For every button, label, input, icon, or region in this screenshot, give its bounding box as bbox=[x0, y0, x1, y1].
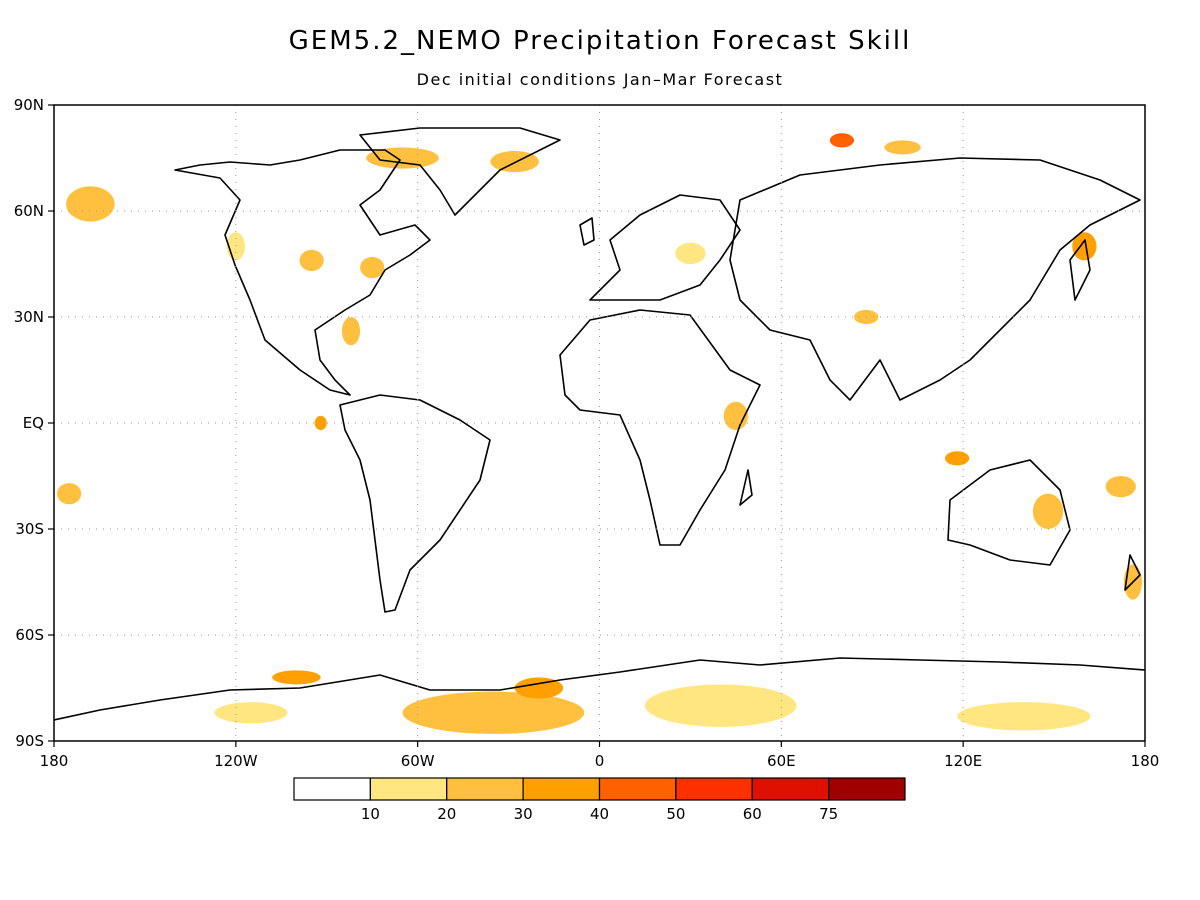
lat-tick-label: 60N bbox=[14, 202, 44, 220]
lon-tick-label: 180 bbox=[1131, 752, 1160, 770]
skill-region-4 bbox=[366, 147, 439, 169]
graticule bbox=[54, 105, 1145, 741]
colorbar-swatch bbox=[293, 777, 371, 801]
latitude-labels: 90N 60N 30N EQ 30S 60S 90S bbox=[14, 96, 54, 750]
skill-region-2 bbox=[299, 249, 324, 272]
map-frame bbox=[53, 104, 1146, 742]
colorbar: 10 20 30 40 50 60 75 bbox=[293, 777, 906, 823]
colorbar-swatch bbox=[675, 777, 753, 801]
lon-tick-label: 180 bbox=[40, 752, 69, 770]
lon-tick-label: 60E bbox=[767, 752, 796, 770]
coastline-japan bbox=[1069, 239, 1091, 301]
colorbar-label: 75 bbox=[819, 805, 838, 823]
lon-tick-label: 0 bbox=[595, 752, 605, 770]
lat-tick-label: 90N bbox=[14, 96, 44, 114]
colorbar-swatch bbox=[446, 777, 524, 801]
skill-region-7 bbox=[884, 140, 921, 155]
skill-region-8 bbox=[1072, 232, 1097, 261]
coastline-greenland bbox=[359, 127, 561, 216]
lat-tick-label: 30N bbox=[14, 308, 44, 326]
skill-region-20 bbox=[514, 677, 564, 699]
skill-region-24 bbox=[214, 702, 288, 724]
coastline-africa bbox=[559, 309, 761, 546]
coastline-madagascar bbox=[739, 469, 753, 506]
skill-shading-layer bbox=[57, 133, 1142, 734]
skill-region-0 bbox=[66, 186, 115, 222]
skill-region-11 bbox=[341, 317, 361, 346]
colorbar-label: 60 bbox=[743, 805, 762, 823]
coastline-asia bbox=[729, 157, 1141, 401]
skill-region-23 bbox=[272, 670, 321, 685]
coastline-uk bbox=[579, 217, 595, 246]
skill-region-18 bbox=[944, 451, 970, 466]
skill-region-13 bbox=[723, 401, 748, 431]
lat-tick-label: 60S bbox=[15, 626, 44, 644]
colorbar-label: 10 bbox=[361, 805, 380, 823]
lon-tick-label: 120W bbox=[214, 752, 258, 770]
coastline-north-america bbox=[174, 149, 431, 396]
longitude-labels: 180 120W 60W 0 60E 120E 180 bbox=[40, 741, 1160, 770]
colorbar-label: 40 bbox=[590, 805, 609, 823]
skill-region-3 bbox=[360, 256, 385, 279]
coastline-antarctica bbox=[54, 657, 1145, 721]
skill-region-9 bbox=[675, 242, 706, 264]
map-title: GEM5.2_NEMO Precipitation Forecast Skill bbox=[288, 26, 912, 56]
lat-tick-label: 90S bbox=[15, 732, 44, 750]
colorbar-swatch bbox=[828, 777, 906, 801]
colorbar-label: 50 bbox=[666, 805, 685, 823]
colorbar-swatch bbox=[522, 777, 601, 801]
skill-region-15 bbox=[57, 483, 82, 505]
lon-tick-label: 60W bbox=[401, 752, 435, 770]
colorbar-label: 30 bbox=[514, 805, 533, 823]
colorbar-swatch bbox=[369, 777, 448, 801]
skill-region-21 bbox=[644, 684, 797, 727]
coastline-layer bbox=[54, 127, 1145, 721]
coastline-australia bbox=[947, 459, 1071, 566]
coastline-south-america bbox=[339, 394, 491, 613]
coastline-new-zealand bbox=[1124, 554, 1141, 591]
skill-region-14 bbox=[1032, 493, 1064, 529]
map-subtitle: Dec initial conditions Jan–Mar Forecast bbox=[416, 70, 784, 89]
coastline-europe bbox=[589, 194, 741, 301]
skill-region-19 bbox=[402, 691, 585, 734]
colorbar-label: 20 bbox=[437, 805, 456, 823]
colorbar-swatch bbox=[598, 777, 677, 801]
colorbar-swatch bbox=[751, 777, 830, 801]
lon-tick-label: 120E bbox=[944, 752, 982, 770]
lat-tick-label: 30S bbox=[15, 520, 44, 538]
skill-region-16 bbox=[1105, 476, 1136, 498]
skill-region-22 bbox=[957, 702, 1091, 731]
skill-region-6 bbox=[829, 133, 855, 148]
lat-tick-label: EQ bbox=[23, 414, 44, 432]
